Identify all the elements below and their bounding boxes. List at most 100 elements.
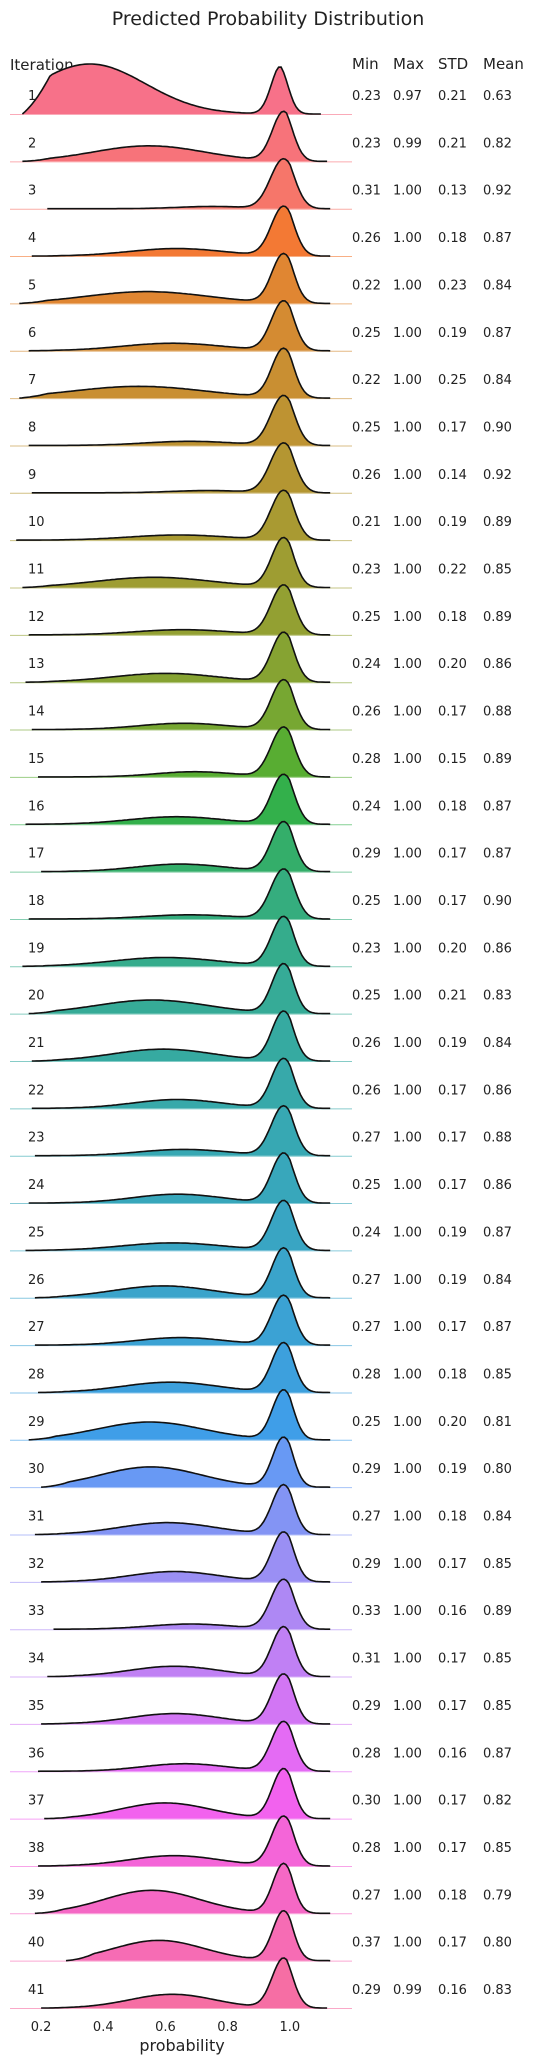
stat-min: 0.26 <box>352 468 381 483</box>
ridge-fill <box>47 1626 331 1677</box>
ridge-fill <box>41 1531 331 1582</box>
ridge-9: 9 <box>10 441 352 494</box>
table-row: 0.28 1.00 0.18 0.85 <box>352 1367 512 1382</box>
ridge-27: 27 <box>10 1294 352 1347</box>
stat-max: 1.00 <box>393 1367 422 1382</box>
ridge-outline <box>28 868 331 920</box>
iteration-label: 13 <box>28 657 45 672</box>
iteration-label: 2 <box>28 136 36 151</box>
ridge-fill <box>22 537 331 588</box>
stat-max: 1.00 <box>393 278 422 293</box>
stat-max: 1.00 <box>393 326 422 341</box>
stat-max: 1.00 <box>393 1557 422 1572</box>
stat-std: 0.17 <box>438 420 467 435</box>
ridge-outline <box>25 631 331 683</box>
ridge-outline <box>28 299 331 352</box>
stat-mean: 0.80 <box>483 1462 512 1477</box>
x-tick-label: 1.0 <box>279 2020 300 2035</box>
stat-max: 0.97 <box>393 89 422 104</box>
stat-mean: 0.85 <box>483 1367 512 1382</box>
stat-min: 0.29 <box>352 1462 381 1477</box>
ridge-outline <box>41 820 331 873</box>
stat-min: 0.28 <box>352 752 381 767</box>
stat-max: 1.00 <box>393 1320 422 1335</box>
table-row: 0.25 1.00 0.21 0.83 <box>352 989 512 1004</box>
stat-max: 1.00 <box>393 1415 422 1430</box>
ridge-4: 4 <box>10 205 352 258</box>
stat-max: 1.00 <box>393 231 422 246</box>
stat-min: 0.26 <box>352 231 381 246</box>
stat-max: 1.00 <box>393 468 422 483</box>
ridge-outline <box>41 1436 331 1488</box>
ridge-outline <box>16 489 331 541</box>
stat-std: 0.18 <box>438 1888 467 1903</box>
stat-max: 0.99 <box>393 1983 422 1998</box>
stat-mean: 0.89 <box>483 752 512 767</box>
stat-min: 0.23 <box>352 941 381 956</box>
ridge-fill <box>34 1105 331 1156</box>
ridge-outline <box>34 1862 331 1915</box>
chart-title: Predicted Probability Distribution <box>112 8 425 30</box>
ridge-fill <box>44 1768 331 1819</box>
stat-std: 0.17 <box>438 705 467 720</box>
stat-mean: 0.83 <box>483 989 512 1004</box>
stat-min: 0.26 <box>352 1083 381 1098</box>
stat-mean: 0.84 <box>483 278 512 293</box>
iteration-label: 32 <box>28 1557 45 1572</box>
stat-max: 1.00 <box>393 847 422 862</box>
table-row: 0.37 1.00 0.17 0.80 <box>352 1936 512 1951</box>
ridge-fill <box>19 253 331 304</box>
ridge-3: 3 <box>10 157 352 210</box>
ridge-34: 34 <box>10 1625 352 1678</box>
ridge-outline <box>47 1625 331 1678</box>
stat-std: 0.18 <box>438 231 467 246</box>
stat-min: 0.25 <box>352 610 381 625</box>
stat-max: 1.00 <box>393 563 422 578</box>
table-row: 0.24 1.00 0.19 0.87 <box>352 1225 512 1240</box>
ridge-outline <box>38 726 331 778</box>
stat-max: 1.00 <box>393 705 422 720</box>
stats-table: 0.23 0.97 0.21 0.63 0.23 0.99 0.21 0.82 0.31 1.00… <box>352 89 512 1998</box>
stat-mean: 0.85 <box>483 563 512 578</box>
table-row: 0.25 1.00 0.17 0.90 <box>352 420 512 435</box>
stat-min: 0.25 <box>352 894 381 909</box>
ridge-fill <box>16 490 331 541</box>
ridge-outline <box>28 1388 331 1441</box>
iteration-label: 19 <box>28 941 45 956</box>
ridge-23: 23 <box>10 1104 352 1157</box>
ridge-19: 19 <box>10 915 352 968</box>
iteration-label: 20 <box>28 989 45 1004</box>
iteration-label: 24 <box>28 1178 45 1193</box>
ridge-fill <box>28 584 331 635</box>
ridge-fill <box>38 1721 331 1772</box>
stat-min: 0.24 <box>352 1225 381 1240</box>
ridge-outline <box>34 1246 331 1299</box>
stat-min: 0.27 <box>352 1320 381 1335</box>
stat-min: 0.29 <box>352 1699 381 1714</box>
ridge-fill <box>41 1958 328 2008</box>
table-row: 0.25 1.00 0.19 0.87 <box>352 326 512 341</box>
ridge-outline <box>31 441 331 494</box>
stat-std: 0.21 <box>438 989 467 1004</box>
ridge-1: 1 <box>10 63 352 115</box>
ridge-35: 35 <box>10 1673 352 1725</box>
stat-min: 0.31 <box>352 1652 381 1667</box>
iteration-label: 17 <box>28 847 45 862</box>
iteration-label: 36 <box>28 1746 45 1761</box>
ridge-fill <box>31 1011 331 1061</box>
table-row: 0.29 1.00 0.17 0.85 <box>352 1699 512 1714</box>
ridge-14: 14 <box>10 678 352 731</box>
stat-mean: 0.87 <box>483 231 512 246</box>
stat-std: 0.17 <box>438 1841 467 1856</box>
stat-max: 1.00 <box>393 941 422 956</box>
table-row: 0.27 1.00 0.18 0.84 <box>352 1510 512 1525</box>
stat-std: 0.16 <box>438 1746 467 1761</box>
ridge-fill <box>25 632 331 683</box>
ridge-8: 8 <box>10 394 352 447</box>
ridge-outline <box>19 252 331 305</box>
stat-std: 0.17 <box>438 1557 467 1572</box>
table-row: 0.29 1.00 0.17 0.85 <box>352 1557 512 1572</box>
stat-min: 0.28 <box>352 1367 381 1382</box>
stat-max: 1.00 <box>393 1225 422 1240</box>
